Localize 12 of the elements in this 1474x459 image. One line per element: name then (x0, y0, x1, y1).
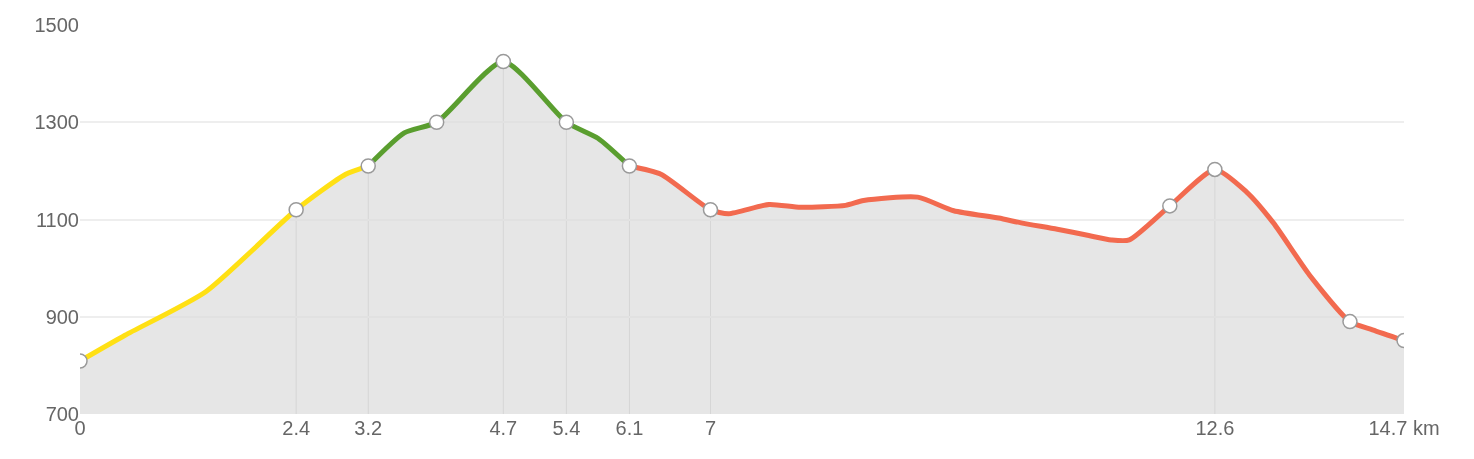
x-tick-label: 12.6 (1195, 417, 1235, 439)
y-tick-label: 1500 (34, 14, 79, 36)
x-tick-label: 3.2 (354, 417, 383, 439)
y-tick-label: 1100 (35, 208, 79, 231)
x-tick-label: 6.1 (615, 417, 644, 439)
x-tick-label: 2.4 (282, 417, 311, 439)
x-tick-label: 7 (704, 417, 717, 439)
y-tick-label: 900 (45, 305, 79, 328)
y-tick-label: 1300 (34, 111, 79, 134)
x-tick-label: 14.7 km (1368, 417, 1440, 439)
x-tick-label: 4.7 (489, 417, 518, 439)
x-tick-label: 5.4 (552, 417, 581, 439)
